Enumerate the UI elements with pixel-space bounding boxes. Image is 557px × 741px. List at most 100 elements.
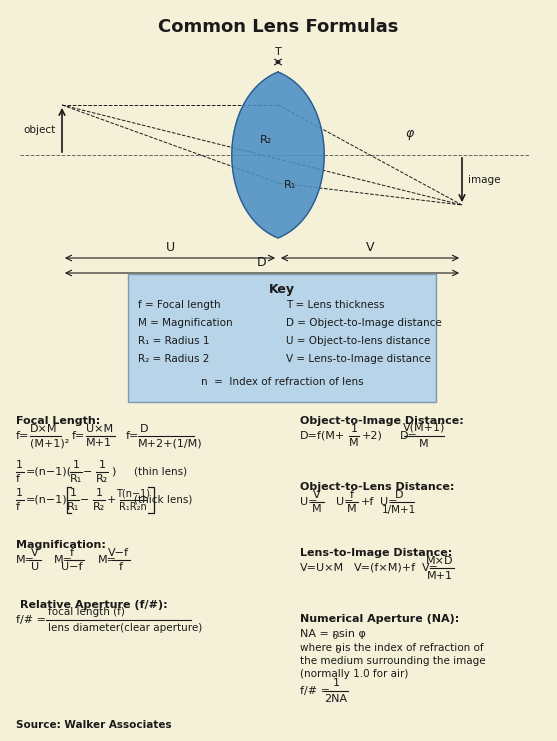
Text: Numerical Aperture (NA):: Numerical Aperture (NA): <box>300 614 460 624</box>
Text: U = Object-to-lens distance: U = Object-to-lens distance <box>286 336 430 346</box>
Text: Common Lens Formulas: Common Lens Formulas <box>158 18 398 36</box>
Text: V: V <box>31 548 39 558</box>
Text: f=: f= <box>126 431 139 441</box>
Text: R₂: R₂ <box>260 135 272 145</box>
Text: +f: +f <box>361 497 374 507</box>
Text: D=: D= <box>400 431 418 441</box>
Text: T(n−1): T(n−1) <box>116 488 150 498</box>
Text: M: M <box>419 439 429 449</box>
Text: (thick lens): (thick lens) <box>134 495 192 505</box>
Text: 1/M+1: 1/M+1 <box>382 505 416 515</box>
Text: 1: 1 <box>16 488 23 498</box>
Text: R₂: R₂ <box>93 502 105 512</box>
Text: 2NA: 2NA <box>324 694 348 704</box>
Polygon shape <box>232 72 324 238</box>
Text: f: f <box>16 502 20 512</box>
Text: =(n−1): =(n−1) <box>26 495 67 505</box>
Text: U=: U= <box>300 497 317 507</box>
Text: V=(f×M)+f: V=(f×M)+f <box>354 563 416 573</box>
Text: f/# =: f/# = <box>16 615 46 625</box>
Text: D=f(M+: D=f(M+ <box>300 431 345 441</box>
Text: =(n−1)(: =(n−1)( <box>26 467 72 477</box>
Text: R₁: R₁ <box>284 180 296 190</box>
Text: R₂ = Radius 2: R₂ = Radius 2 <box>138 354 209 364</box>
Text: +: + <box>106 495 116 505</box>
Text: (normally 1.0 for air): (normally 1.0 for air) <box>300 669 408 679</box>
Text: f: f <box>70 548 74 558</box>
Text: o: o <box>333 632 338 641</box>
Text: Magnification:: Magnification: <box>16 540 106 550</box>
Text: NA = n: NA = n <box>300 629 340 639</box>
Text: where n: where n <box>300 643 342 653</box>
Text: 1: 1 <box>16 460 23 470</box>
Text: V: V <box>313 490 321 500</box>
Text: 1: 1 <box>95 488 102 498</box>
Text: D: D <box>395 490 403 500</box>
Text: f: f <box>119 562 123 572</box>
Text: f: f <box>350 490 354 500</box>
Text: M: M <box>347 504 357 514</box>
Text: Key: Key <box>269 283 295 296</box>
Text: f = Focal length: f = Focal length <box>138 300 221 310</box>
Text: Relative Aperture (f/#):: Relative Aperture (f/#): <box>20 600 168 610</box>
Text: 1: 1 <box>333 678 340 688</box>
Text: n  =  Index of refraction of lens: n = Index of refraction of lens <box>201 377 363 387</box>
Text: ): ) <box>111 467 115 477</box>
Text: T: T <box>275 47 281 57</box>
Text: focal length (f): focal length (f) <box>48 607 125 617</box>
Text: D: D <box>257 256 267 269</box>
Text: D = Object-to-Image distance: D = Object-to-Image distance <box>286 318 442 328</box>
Text: V=U×M: V=U×M <box>300 563 344 573</box>
Text: (M+1)²: (M+1)² <box>30 438 69 448</box>
Text: f=: f= <box>16 431 30 441</box>
Text: R₁ = Radius 1: R₁ = Radius 1 <box>138 336 209 346</box>
Text: M=: M= <box>54 555 73 565</box>
Text: f: f <box>16 474 20 484</box>
Text: φ: φ <box>405 127 413 139</box>
Text: lens diameter(clear aperture): lens diameter(clear aperture) <box>48 623 202 633</box>
Text: M: M <box>349 438 359 448</box>
Text: U=: U= <box>336 497 354 507</box>
Text: 1: 1 <box>70 488 76 498</box>
Text: 1: 1 <box>350 424 358 434</box>
Text: R₁R₂n: R₁R₂n <box>119 502 147 512</box>
Text: f/# =: f/# = <box>300 686 330 696</box>
Text: (thin lens): (thin lens) <box>134 467 187 477</box>
Text: M=: M= <box>16 555 35 565</box>
Text: Object-to-Lens Distance:: Object-to-Lens Distance: <box>300 482 455 492</box>
Text: R₂: R₂ <box>96 474 108 484</box>
Text: V=: V= <box>422 563 439 573</box>
Text: M+1: M+1 <box>86 438 112 448</box>
Text: T = Lens thickness: T = Lens thickness <box>286 300 384 310</box>
Text: M: M <box>312 504 322 514</box>
Text: Object-to-Image Distance:: Object-to-Image Distance: <box>300 416 464 426</box>
Text: object: object <box>24 125 56 135</box>
Text: image: image <box>468 175 501 185</box>
Text: Source: Walker Associates: Source: Walker Associates <box>16 720 172 730</box>
Text: M = Magnification: M = Magnification <box>138 318 233 328</box>
Text: U: U <box>31 562 39 572</box>
Text: R₁: R₁ <box>67 502 79 512</box>
FancyBboxPatch shape <box>128 274 436 402</box>
Text: U=: U= <box>380 497 398 507</box>
Text: U: U <box>165 241 174 254</box>
Text: −: − <box>84 467 92 477</box>
Text: M+1: M+1 <box>427 571 453 581</box>
Text: +2): +2) <box>362 431 383 441</box>
Text: V: V <box>366 241 374 254</box>
Text: is the index of refraction of: is the index of refraction of <box>342 643 483 653</box>
Text: −: − <box>80 495 90 505</box>
Text: V(M+1): V(M+1) <box>403 423 445 433</box>
Text: sin φ: sin φ <box>339 629 366 639</box>
Text: 1: 1 <box>72 460 80 470</box>
Text: 1: 1 <box>99 460 105 470</box>
Text: V = Lens-to-Image distance: V = Lens-to-Image distance <box>286 354 431 364</box>
Text: R₁: R₁ <box>70 474 82 484</box>
Text: M×D: M×D <box>426 556 454 566</box>
Text: U×M: U×M <box>86 424 113 434</box>
Text: D×M: D×M <box>30 424 57 434</box>
Text: the medium surrounding the image: the medium surrounding the image <box>300 656 486 666</box>
Text: V−f: V−f <box>108 548 129 558</box>
Text: M+2+(1/M): M+2+(1/M) <box>138 438 203 448</box>
Text: o: o <box>336 646 341 655</box>
